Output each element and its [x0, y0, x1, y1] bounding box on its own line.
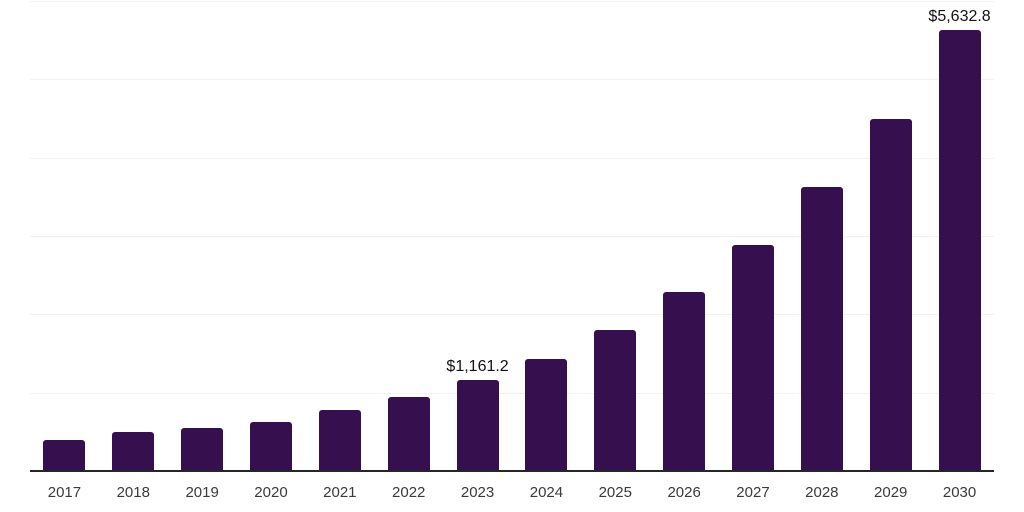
x-axis-line: [30, 470, 994, 472]
bar-2018: [112, 432, 155, 471]
x-tick-label-2026: 2026: [667, 484, 701, 501]
bar-2029: [869, 118, 912, 471]
bar-2030: [938, 29, 981, 471]
bar-2021: [318, 410, 361, 471]
x-tick-label-2021: 2021: [323, 484, 357, 501]
data-label-2030: $5,632.8: [928, 7, 991, 25]
x-tick-label-2027: 2027: [736, 484, 770, 501]
x-tick-label-2019: 2019: [185, 484, 219, 501]
x-tick-label-2018: 2018: [116, 484, 150, 501]
bar-2023: [456, 380, 499, 471]
gridline-6000: [30, 1, 994, 2]
x-tick-label-2023: 2023: [460, 484, 495, 501]
bar-2026: [663, 292, 706, 471]
x-tick-label-2020: 2020: [254, 484, 288, 501]
bar-2025: [594, 330, 637, 471]
x-tick-label-2017: 2017: [47, 484, 82, 501]
gridline-5000: [30, 79, 994, 81]
bar-2022: [387, 396, 430, 471]
bar-2027: [732, 245, 774, 471]
x-tick-label-2028: 2028: [805, 484, 839, 501]
x-tick-label-2022: 2022: [392, 484, 426, 501]
data-label-2023: $1,161.2: [446, 358, 509, 376]
x-tick-label-2025: 2025: [598, 484, 632, 501]
bar-2024: [525, 358, 568, 471]
x-tick-label-2030: 2030: [942, 484, 977, 501]
bar-2028: [800, 186, 843, 471]
x-tick-label-2024: 2024: [529, 484, 564, 501]
bar-2020: [250, 421, 292, 471]
x-tick-label-2029: 2029: [874, 484, 908, 501]
gridline-3000: [30, 236, 994, 237]
bar-2017: [43, 440, 86, 471]
bar-2019: [181, 428, 224, 471]
gridline-4000: [30, 157, 994, 159]
gridline-2000: [30, 314, 994, 316]
gridline-1000: [30, 392, 994, 394]
